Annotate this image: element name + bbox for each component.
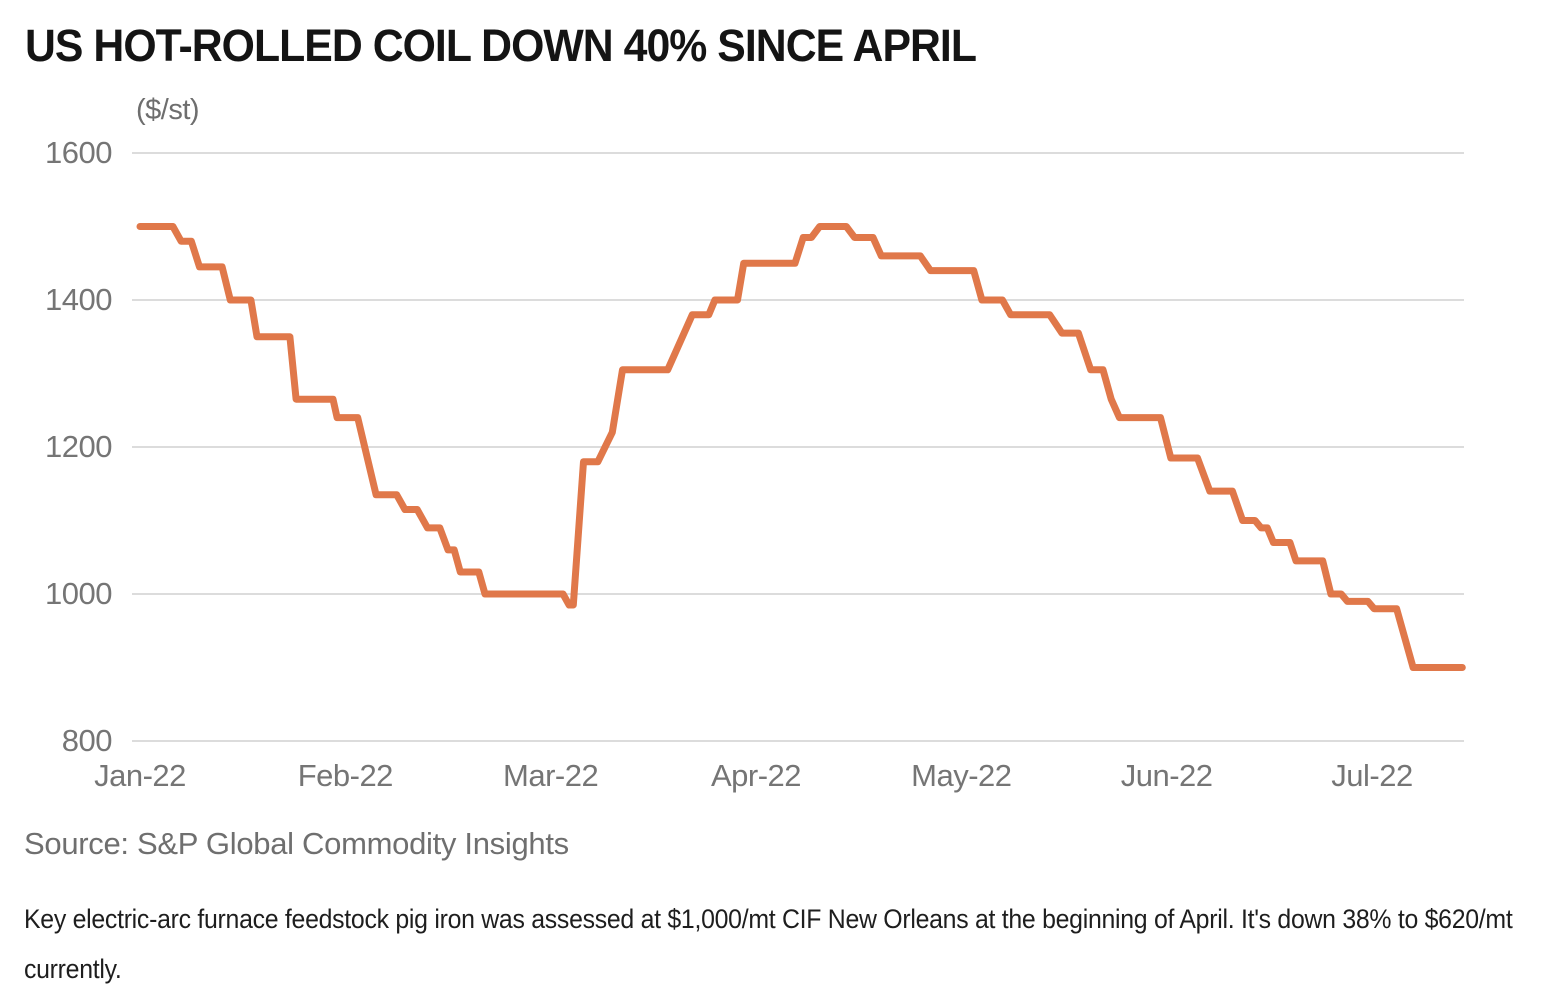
source-credit: Source: S&P Global Commodity Insights xyxy=(24,826,569,861)
price-line xyxy=(136,223,1466,671)
x-tick-label: Feb-22 xyxy=(297,758,394,793)
y-tick-label: 800 xyxy=(61,723,113,758)
y-tick-label: 1200 xyxy=(45,429,112,464)
footnote-text: Key electric-arc furnace feedstock pig i… xyxy=(24,904,1513,984)
y-axis-unit-label: ($/st) xyxy=(136,94,200,126)
x-tick-label: Jul-22 xyxy=(1331,758,1413,793)
x-tick-label: Mar-22 xyxy=(503,758,599,793)
x-tick-label: Jan-22 xyxy=(94,758,186,793)
x-tick-label: Jun-22 xyxy=(1120,758,1213,793)
x-tick-label: May-22 xyxy=(911,758,1012,793)
gridlines xyxy=(132,152,1464,742)
y-tick-label: 1000 xyxy=(45,576,112,611)
y-tick-label: 1600 xyxy=(45,135,112,170)
x-tick-label: Apr-22 xyxy=(710,758,802,793)
y-tick-label: 1400 xyxy=(45,282,112,317)
chart-title: US HOT-ROLLED COIL DOWN 40% SINCE APRIL xyxy=(25,20,977,71)
